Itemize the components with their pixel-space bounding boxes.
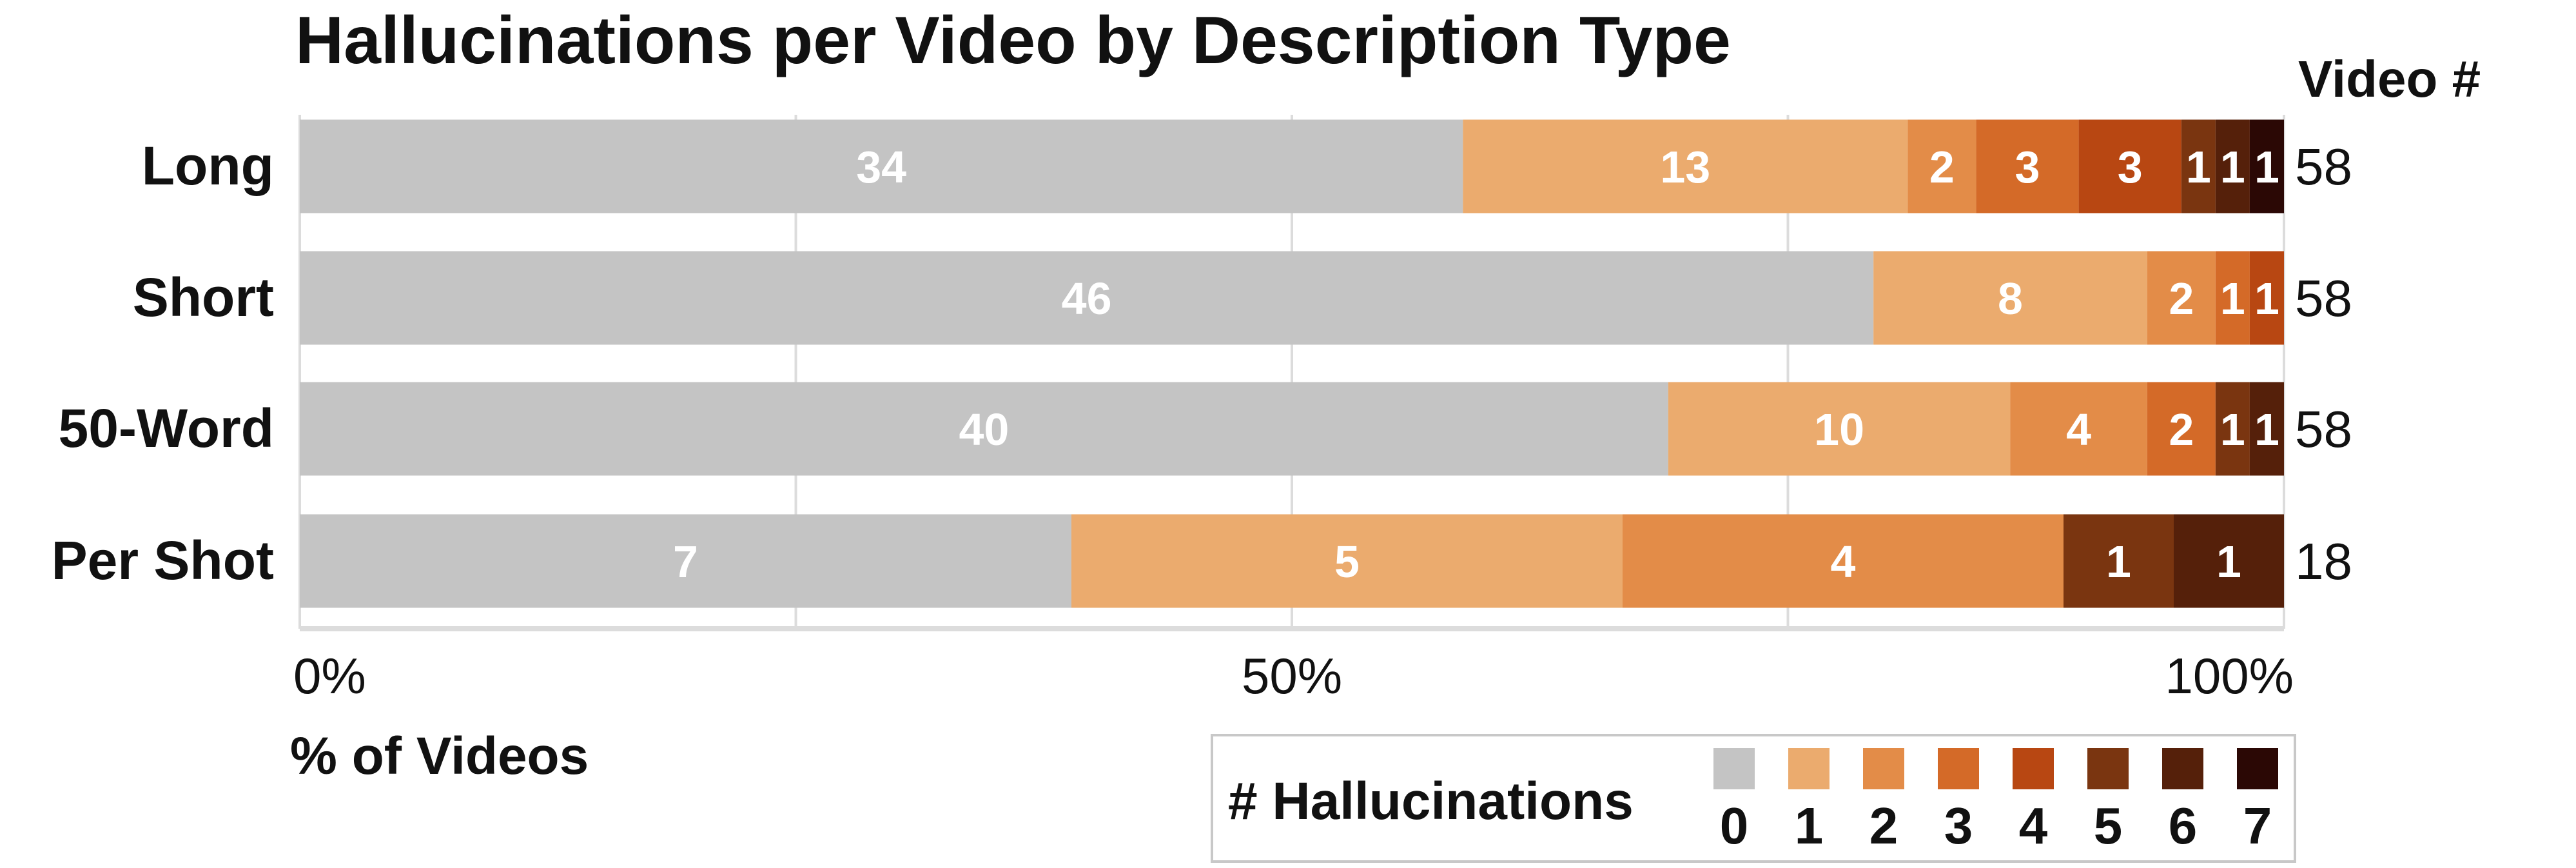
legend-label-1: 1 [1795, 797, 1824, 854]
legend-swatch-1 [1788, 748, 1830, 789]
bar-3-1 [1071, 514, 1623, 608]
bar-label-2-6: 1 [2254, 404, 2279, 455]
bar-1-3 [2215, 251, 2250, 345]
bar-label-2-1: 10 [1814, 404, 1864, 455]
bar-2-5 [2215, 382, 2250, 476]
bar-row-3: 7 5 4 1 1 [300, 514, 2284, 608]
chart-title: Hallucinations per Video by Description … [295, 3, 1731, 78]
legend-label-4: 4 [2019, 797, 2048, 854]
bar-0-7 [2249, 119, 2284, 213]
bar-1-0 [300, 251, 1874, 345]
video-count-3: 18 [2295, 533, 2352, 590]
bar-label-2-5: 1 [2220, 404, 2245, 455]
bar-0-5 [2181, 119, 2216, 213]
bar-0-6 [2215, 119, 2250, 213]
bar-3-0 [300, 514, 1071, 608]
bar-label-0-0: 34 [856, 142, 906, 192]
bar-0-2 [1908, 119, 1976, 213]
legend-label-7: 7 [2243, 797, 2272, 854]
legend-swatch-0 [1713, 748, 1755, 789]
category-labels: Long Short 50-Word Per Shot [52, 135, 274, 591]
bar-label-1-0: 46 [1062, 273, 1112, 324]
bar-label-0-3: 3 [2015, 142, 2040, 192]
bar-label-2-2: 4 [2066, 404, 2091, 455]
bar-3-6 [2174, 514, 2284, 608]
video-count-0: 58 [2295, 138, 2352, 195]
legend-swatch-2 [1863, 748, 1904, 789]
bar-label-2-3: 2 [2169, 404, 2194, 455]
video-count-1: 58 [2295, 270, 2352, 327]
video-counts: 58 58 58 18 [2295, 138, 2352, 590]
bar-0-1 [1463, 119, 1908, 213]
legend-swatch-6 [2162, 748, 2203, 789]
legend-swatch-3 [1938, 748, 1979, 789]
legend-label-3: 3 [1944, 797, 1973, 854]
legend-swatch-5 [2087, 748, 2129, 789]
bar-label-0-2: 2 [1929, 142, 1955, 192]
x-tick-50: 50% [1242, 647, 1342, 704]
bar-1-1 [1873, 251, 2147, 345]
bar-row-1: 46 8 2 1 1 [300, 251, 2284, 345]
bar-label-3-6: 1 [2216, 537, 2241, 587]
x-axis-label: % of Videos [290, 727, 589, 785]
x-tick-100: 100% [2165, 647, 2294, 704]
bar-3-2 [1623, 514, 2064, 608]
bar-3-5 [2064, 514, 2174, 608]
legend-swatch-7 [2237, 748, 2278, 789]
video-count-header: Video # [2298, 50, 2481, 108]
bar-label-1-4: 1 [2254, 273, 2279, 324]
bar-label-0-1: 13 [1660, 142, 1710, 192]
category-label-2: 50-Word [59, 398, 274, 459]
bar-label-3-2: 4 [1831, 537, 1856, 587]
bar-0-0 [300, 119, 1463, 213]
bar-label-2-0: 40 [959, 404, 1009, 455]
legend-title: # Hallucinations [1228, 772, 1634, 831]
bar-2-2 [2010, 382, 2147, 476]
bar-row-2: 40 10 4 2 1 1 [300, 382, 2284, 476]
bar-0-4 [2078, 119, 2181, 213]
category-label-1: Short [133, 267, 274, 328]
bar-2-1 [1668, 382, 2011, 476]
bars: 34 13 2 3 3 1 1 146 8 2 1 140 10 4 2 1 17 5 4 1 1 [300, 119, 2284, 608]
bar-label-0-6: 1 [2220, 142, 2245, 192]
bar-label-0-5: 1 [2186, 142, 2211, 192]
bar-label-3-0: 7 [673, 537, 698, 587]
bar-label-3-5: 1 [2106, 537, 2131, 587]
bar-1-4 [2249, 251, 2284, 345]
bar-label-1-3: 1 [2220, 273, 2245, 324]
legend-label-6: 6 [2169, 797, 2198, 854]
bar-label-3-1: 5 [1334, 537, 1360, 587]
bar-2-3 [2147, 382, 2216, 476]
bar-label-0-4: 3 [2118, 142, 2143, 192]
bar-label-1-2: 2 [2169, 273, 2194, 324]
x-tick-0: 0% [293, 647, 366, 704]
bar-label-0-7: 1 [2254, 142, 2279, 192]
category-label-0: Long [142, 135, 274, 196]
bar-row-0: 34 13 2 3 3 1 1 1 [300, 119, 2284, 213]
bar-2-6 [2249, 382, 2284, 476]
legend-label-0: 0 [1720, 797, 1749, 854]
legend-label-2: 2 [1869, 797, 1898, 854]
x-tick-labels: 0% 50% 100% [293, 647, 2294, 704]
bar-label-1-1: 8 [1998, 273, 2023, 324]
bar-2-0 [300, 382, 1668, 476]
legend-label-5: 5 [2094, 797, 2123, 854]
legend-swatch-4 [2013, 748, 2054, 789]
bar-0-3 [1976, 119, 2079, 213]
bar-1-2 [2147, 251, 2216, 345]
video-count-2: 58 [2295, 400, 2352, 458]
category-label-3: Per Shot [52, 530, 274, 591]
